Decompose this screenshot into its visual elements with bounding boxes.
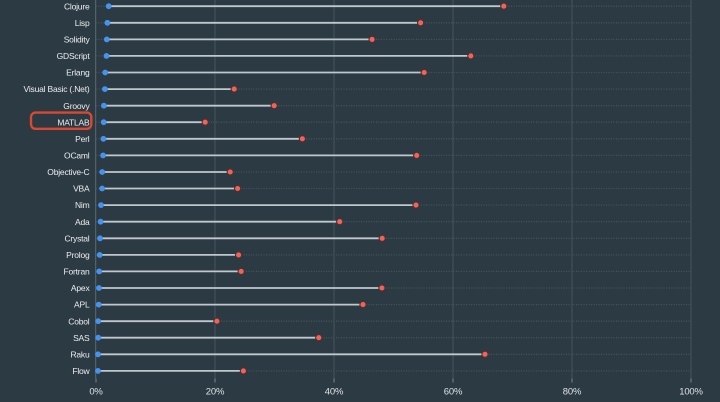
svg-text:Objective-C: Objective-C bbox=[47, 167, 89, 177]
svg-text:Nim: Nim bbox=[75, 200, 90, 210]
svg-text:Erlang: Erlang bbox=[66, 68, 90, 78]
svg-text:Groovy: Groovy bbox=[63, 101, 90, 111]
svg-text:MATLAB: MATLAB bbox=[57, 117, 90, 127]
svg-text:Crystal: Crystal bbox=[64, 233, 89, 243]
svg-text:GDScript: GDScript bbox=[57, 51, 91, 61]
svg-text:Perl: Perl bbox=[75, 134, 90, 144]
svg-text:APL: APL bbox=[74, 300, 90, 310]
svg-text:Ada: Ada bbox=[75, 217, 90, 227]
svg-text:OCaml: OCaml bbox=[64, 151, 90, 161]
svg-text:80%: 80% bbox=[563, 387, 582, 398]
svg-text:Prolog: Prolog bbox=[66, 250, 90, 260]
svg-text:40%: 40% bbox=[325, 387, 344, 398]
svg-text:Clojure: Clojure bbox=[64, 1, 90, 11]
svg-text:Cobol: Cobol bbox=[68, 316, 90, 326]
svg-text:Flow: Flow bbox=[72, 366, 90, 376]
svg-text:Lisp: Lisp bbox=[75, 18, 90, 28]
svg-text:Visual Basic (.Net): Visual Basic (.Net) bbox=[24, 84, 90, 94]
svg-text:20%: 20% bbox=[206, 387, 225, 398]
svg-text:Raku: Raku bbox=[70, 349, 90, 359]
svg-text:VBA: VBA bbox=[73, 184, 90, 194]
svg-text:Fortran: Fortran bbox=[64, 267, 90, 277]
svg-text:0%: 0% bbox=[89, 387, 103, 398]
svg-text:60%: 60% bbox=[444, 387, 463, 398]
svg-text:Solidity: Solidity bbox=[64, 35, 91, 45]
svg-text:100%: 100% bbox=[679, 387, 703, 398]
svg-text:SAS: SAS bbox=[73, 333, 90, 343]
svg-text:Apex: Apex bbox=[71, 283, 91, 293]
